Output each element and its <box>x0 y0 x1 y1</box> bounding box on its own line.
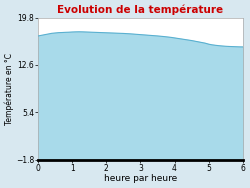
Title: Evolution de la température: Evolution de la température <box>57 5 224 15</box>
Y-axis label: Température en °C: Température en °C <box>5 53 14 125</box>
X-axis label: heure par heure: heure par heure <box>104 174 177 183</box>
